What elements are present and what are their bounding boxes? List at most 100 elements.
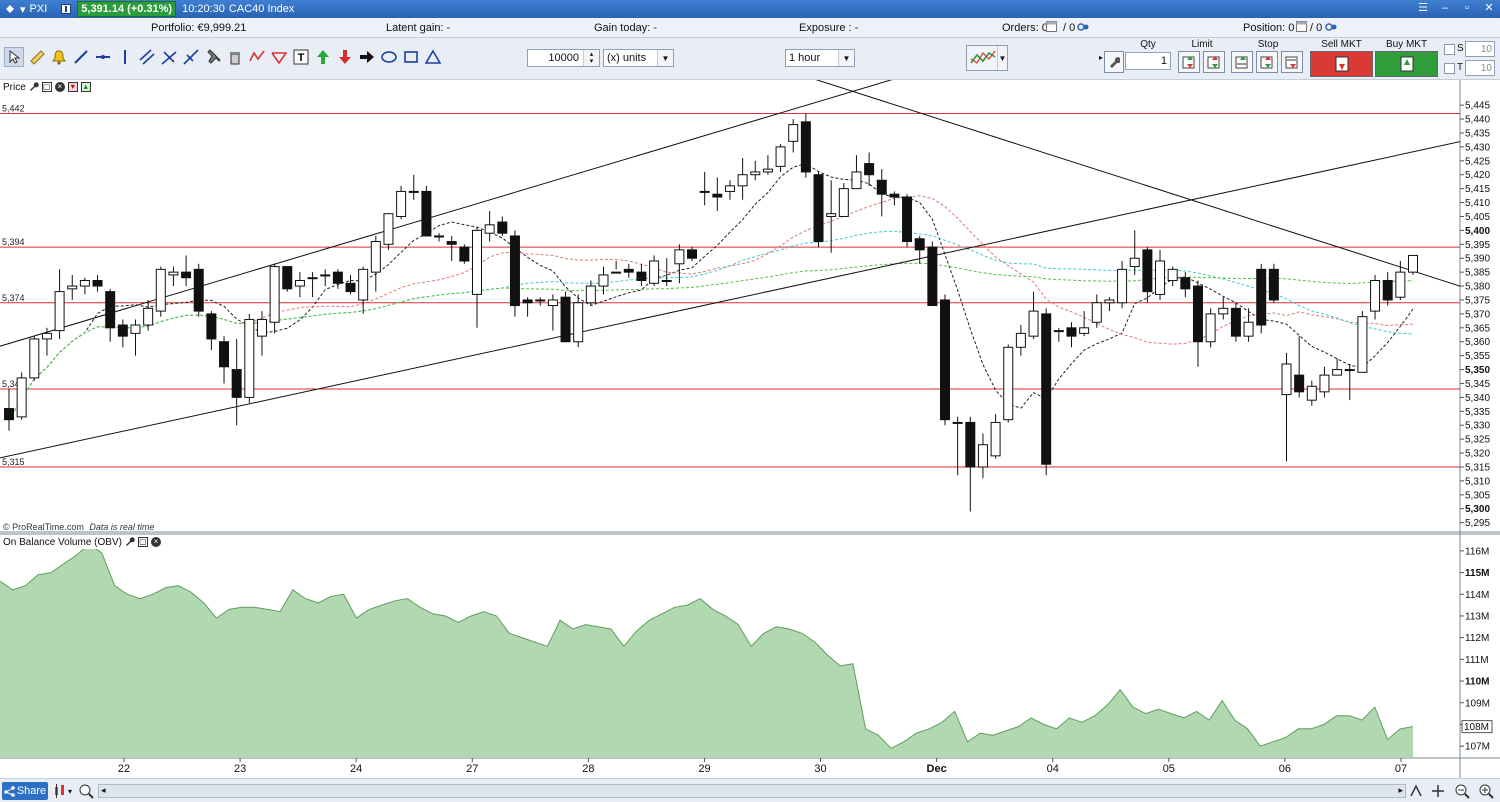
s-distance-input[interactable]: 10 (1465, 41, 1495, 57)
stop-sell-icon[interactable] (1256, 51, 1278, 73)
quantity-input[interactable]: 10000 ▴ ▾ (527, 49, 600, 67)
fit-chart-icon[interactable] (1430, 783, 1446, 802)
horizontal-line-tool-icon[interactable] (93, 47, 113, 67)
candle-body (724, 185, 735, 192)
rectangle-tool-icon[interactable] (401, 47, 421, 67)
vertical-line-tool-icon[interactable] (115, 47, 135, 67)
candle (990, 414, 1001, 459)
zoom-chart-icon[interactable] (78, 783, 94, 802)
candlestick-chart-icon[interactable] (52, 783, 68, 802)
candle-body (1230, 307, 1241, 337)
window-menu-icon[interactable]: ☰ (1418, 2, 1428, 14)
candle-body (181, 271, 192, 279)
delete-trash-icon[interactable] (225, 47, 245, 67)
instrument-info-icon[interactable] (61, 4, 72, 14)
candle (105, 288, 116, 342)
down-arrow-icon[interactable] (335, 47, 355, 67)
wrench-icon[interactable] (125, 536, 135, 549)
wrench-icon[interactable] (29, 81, 39, 94)
orders-link-icon[interactable] (1077, 21, 1089, 36)
close-icon[interactable]: ✕ (1484, 2, 1494, 14)
app-menu-arrow[interactable]: ▾ (20, 3, 26, 16)
candle-body (117, 324, 128, 337)
horizontal-scrollbar[interactable]: ◂ ▸ (98, 784, 1406, 798)
stop-trailing-icon[interactable] (1281, 51, 1303, 73)
scroll-right-icon[interactable]: ▸ (1398, 785, 1403, 795)
price-panel-title: Price (3, 81, 26, 93)
level-label: 5,374 (2, 293, 25, 303)
s-checkbox[interactable] (1444, 44, 1455, 55)
limit-sell-icon[interactable] (1203, 51, 1225, 73)
candle-body (876, 179, 887, 195)
trendline-tool-icon[interactable] (71, 47, 91, 67)
position-window-icon[interactable] (1296, 21, 1307, 35)
zoom-out-icon[interactable] (1454, 783, 1470, 802)
chevron-down-icon[interactable]: ▼ (657, 50, 673, 66)
sell-market-button[interactable] (1310, 51, 1373, 77)
candle (1142, 247, 1153, 303)
fan-tool-icon[interactable] (159, 47, 179, 67)
alert-bell-icon[interactable] (49, 47, 69, 67)
y-tick-label: 5,345 (1465, 379, 1490, 390)
close-panel-icon[interactable]: × (54, 82, 65, 92)
qty-input[interactable]: 1 (1125, 52, 1171, 70)
t-distance-input[interactable]: 10 (1465, 60, 1495, 76)
up-arrow-icon[interactable] (313, 47, 333, 67)
text-tool-icon[interactable]: T (291, 47, 311, 67)
chart-canvas[interactable]: 5,4425,3945,3745,3435,3155,2835,4455,440… (0, 80, 1500, 778)
level-label: 5,343 (2, 379, 25, 389)
triangle-pattern-icon[interactable] (269, 47, 289, 67)
chevron-down-icon[interactable]: ▼ (838, 50, 854, 66)
candle (1155, 249, 1166, 300)
orders-total: / 0 (1063, 22, 1076, 34)
candle (623, 263, 634, 278)
y-tick-label: 5,410 (1465, 198, 1490, 209)
candle (712, 177, 723, 211)
fibonacci-tool-icon[interactable] (181, 47, 201, 67)
zoom-in-icon[interactable] (1478, 783, 1494, 802)
chevron-down-icon[interactable]: ▼ (997, 46, 1007, 70)
maximize-icon[interactable]: ▫ (1465, 2, 1469, 14)
candle (1218, 297, 1229, 320)
quantity-stepper-icon[interactable]: ▴ ▾ (583, 50, 599, 66)
maximize-panel-icon[interactable]: ▢ (41, 82, 52, 92)
candle-body (370, 241, 381, 273)
t-checkbox[interactable] (1444, 63, 1455, 74)
units-select[interactable]: (x) units ▼ (603, 49, 674, 67)
panel-collapse-arrow-icon[interactable]: ▸ (1099, 53, 1104, 62)
candle-body (345, 282, 356, 293)
share-button[interactable]: Share (2, 782, 48, 800)
ellipse-tool-icon[interactable] (379, 47, 399, 67)
minimize-icon[interactable]: – (1441, 2, 1449, 14)
position-link-icon[interactable] (1325, 21, 1337, 36)
move-panel-up-icon[interactable]: ▴ (80, 82, 91, 92)
candle-body (16, 377, 27, 418)
close-panel-icon[interactable]: × (150, 537, 161, 547)
candle-body (788, 124, 799, 142)
candle-body (282, 266, 293, 290)
share-label: Share (16, 785, 47, 797)
chart-type-dropdown-icon[interactable]: ▾ (68, 787, 73, 796)
triangle-tool-icon[interactable] (423, 47, 443, 67)
autoscale-icon[interactable] (1408, 783, 1424, 802)
ruler-tool-icon[interactable] (27, 47, 47, 67)
move-panel-down-icon[interactable]: ▾ (67, 82, 78, 92)
right-arrow-icon[interactable] (357, 47, 377, 67)
channel-tool-icon[interactable] (137, 47, 157, 67)
x-tick-label: 28 (582, 763, 594, 775)
zigzag-red-icon[interactable] (247, 47, 267, 67)
stop-buy-icon[interactable] (1231, 51, 1253, 73)
timeframe-select[interactable]: 1 hour ▼ (785, 49, 855, 67)
tools-hammer-icon[interactable] (203, 47, 223, 67)
candle (1028, 291, 1039, 339)
wrench-settings-icon[interactable] (1104, 51, 1124, 73)
buy-market-button[interactable] (1375, 51, 1438, 77)
scroll-left-icon[interactable]: ◂ (101, 785, 106, 795)
pointer-tool-icon[interactable] (4, 47, 24, 67)
level-label: 5,315 (2, 457, 25, 467)
orders-window-icon[interactable] (1046, 21, 1057, 35)
candle (143, 299, 154, 331)
limit-buy-icon[interactable] (1178, 51, 1200, 73)
maximize-panel-icon[interactable]: ▢ (137, 537, 148, 547)
chart-style-select[interactable]: ▼ (966, 45, 1008, 71)
